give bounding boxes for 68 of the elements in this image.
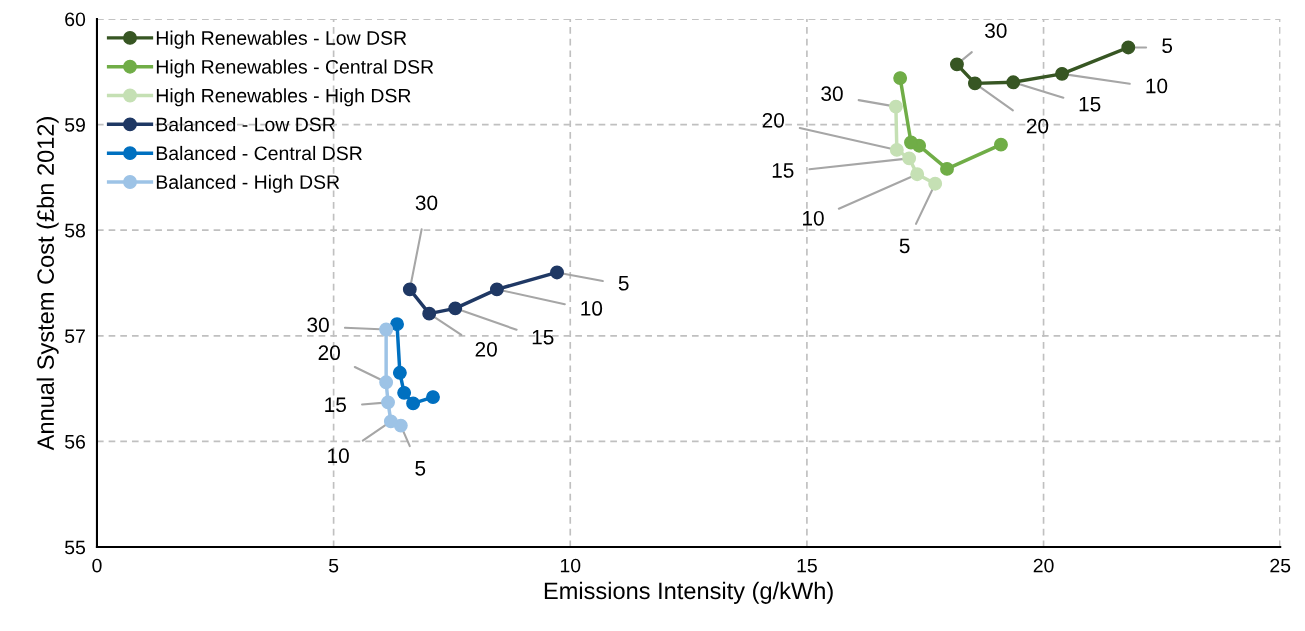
annotation: 30: [821, 86, 843, 102]
legend-label: High Renewables - Low DSR: [156, 30, 407, 49]
legend-label: High Renewables - Central DSR: [156, 59, 434, 78]
annotation: 10: [803, 210, 824, 226]
point: [1121, 40, 1136, 55]
y-tick-label: 59: [65, 118, 85, 132]
point: [379, 322, 394, 337]
point: [888, 99, 903, 114]
point: [397, 385, 412, 400]
point: [402, 282, 417, 297]
y-tick-label: 55: [65, 540, 86, 555]
annotation: 30: [985, 23, 1007, 38]
annotation: 30: [307, 317, 329, 333]
point: [489, 282, 504, 297]
point: [949, 57, 964, 72]
x-tick-label: 5: [328, 558, 339, 573]
y-axis-title: Annual System Cost (£bn 2012): [36, 117, 59, 451]
point: [426, 390, 440, 405]
annotation: 30: [415, 195, 438, 211]
point: [1055, 66, 1069, 81]
x-tick-label: 0: [92, 558, 102, 573]
point: [910, 167, 925, 182]
annotation: 15: [1079, 96, 1101, 112]
point: [390, 317, 404, 332]
y-tick-label: 58: [65, 223, 86, 238]
legend-label: Balanced - Central DSR: [156, 145, 362, 161]
point: [550, 265, 564, 280]
point: [448, 301, 463, 316]
x-tick-label: 25: [1270, 558, 1291, 573]
legend-label: High Renewables - High DSR: [156, 88, 411, 107]
annotation: 20: [1026, 118, 1049, 134]
x-tick-label: 10: [560, 558, 581, 573]
y-tick-label: 60: [65, 12, 86, 27]
x-tick-label: 15: [797, 558, 817, 573]
x-tick-label: 20: [1033, 558, 1054, 573]
annotation: 15: [772, 163, 794, 178]
annotation: 5: [618, 276, 629, 291]
point: [967, 76, 982, 91]
point: [902, 151, 917, 166]
point: [940, 161, 954, 176]
annotation: 20: [762, 112, 784, 128]
point: [928, 176, 943, 191]
annotation: 20: [318, 345, 340, 361]
annotation: 10: [328, 448, 349, 464]
annotation: 15: [325, 397, 346, 413]
point: [893, 71, 908, 86]
annotation: 15: [532, 329, 554, 345]
point: [994, 137, 1008, 152]
annotation: 5: [415, 461, 426, 476]
legend-label: Balanced - High DSR: [156, 174, 340, 193]
point: [904, 135, 918, 150]
point: [889, 142, 904, 157]
annotation: 5: [899, 238, 910, 254]
point: [1006, 75, 1021, 90]
point: [381, 395, 395, 410]
point: [392, 365, 407, 380]
point: [406, 396, 421, 411]
point: [379, 375, 394, 390]
legend-label: Balanced - Low DSR: [156, 117, 335, 132]
annotation: 10: [581, 301, 603, 316]
annotation: 10: [1146, 78, 1168, 94]
point: [383, 414, 398, 429]
y-tick-label: 57: [65, 329, 85, 344]
annotation: 20: [475, 341, 497, 357]
x-axis-title: Emissions Intensity (g/kWh): [544, 581, 833, 604]
point: [422, 306, 437, 321]
y-tick-label: 56: [65, 434, 85, 449]
annotation: 5: [1162, 38, 1173, 54]
